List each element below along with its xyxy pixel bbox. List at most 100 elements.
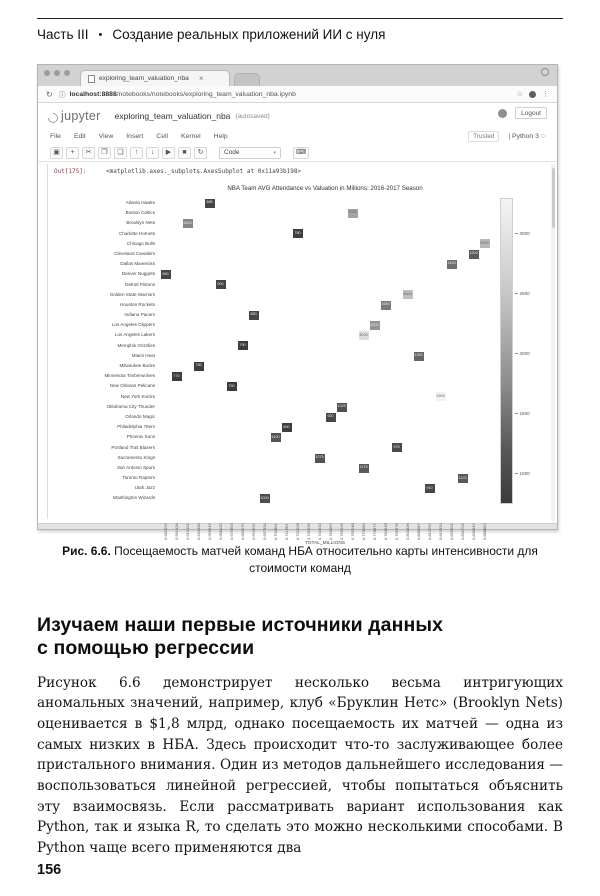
x-tick-label: 0.803436 <box>405 523 410 540</box>
y-tick-label: Oklahoma City Thunder <box>106 403 155 409</box>
y-tick-label: Sacramento Kings <box>117 454 155 460</box>
x-tick-label: 0.808087 <box>416 523 421 540</box>
control-panel-icon[interactable] <box>498 108 508 118</box>
menu-item-kernel[interactable]: Kernel <box>181 133 201 140</box>
copy-cell-icon[interactable]: ❐ <box>98 146 111 159</box>
y-tick-label: Houston Rockets <box>120 301 155 307</box>
autosave-status: (autosaved) <box>235 112 270 120</box>
menu-item-insert[interactable]: Insert <box>126 133 144 140</box>
heatmap-cell: 3000 <box>358 331 369 341</box>
heatmap-cell: 780 <box>292 229 303 239</box>
figure-caption: Рис. 6.6. Посещаемость матчей команд НБА… <box>37 543 563 578</box>
run-cell-icon[interactable]: ▶ <box>162 146 175 159</box>
x-axis-ticks: 0.582029 0.591428 0.612101 0.644400 0.656916… <box>160 506 490 540</box>
y-tick-label: Phoenix Suns <box>126 434 155 440</box>
y-tick-label: San Antonio Spurs <box>116 464 155 470</box>
y-tick-label: Los Angeles Clippers <box>111 322 155 328</box>
command-palette-button[interactable]: ⌨ <box>293 146 310 159</box>
x-tick-label: 0.692632 <box>251 523 256 540</box>
y-tick-label: Detroit Pistons <box>125 281 155 287</box>
move-up-icon[interactable]: ↑ <box>130 146 143 159</box>
y-tick-label: Utah Jazz <box>134 485 155 491</box>
x-tick-label: 0.750362 <box>328 523 333 540</box>
heatmap-cell: 785 <box>193 361 204 371</box>
address-input[interactable]: ⓘ localhost:8888/notebooks/notebooks/exp… <box>58 89 511 100</box>
heatmap-cell: 1175 <box>358 463 369 473</box>
heatmap-cell: 2000 <box>369 321 380 330</box>
y-tick-label: Boston Celtics <box>125 210 155 216</box>
browser-tab[interactable]: exploring_team_valuation_nba × <box>80 70 230 86</box>
y-tick-label: Philadelphia 76ers <box>117 424 155 430</box>
x-tick-label: 0.697934 <box>262 523 267 540</box>
colorbar: 3000 2500 2000 1500 1000 <box>500 198 544 504</box>
figure-caption-text: Посещаемость матчей команд НБА относител… <box>110 544 538 576</box>
x-tick-label: 0.741632 <box>317 523 322 540</box>
tab-close-icon[interactable]: × <box>198 74 204 83</box>
heatmap-cell: 1000 <box>259 494 270 504</box>
output-repr: <matplotlib.axes._subplots.AxesSubplot a… <box>106 168 302 175</box>
x-tick-label: 0.812292 <box>427 523 432 540</box>
heatmap-cell: 1350 <box>413 351 424 361</box>
save-icon[interactable]: ▣ <box>50 146 63 159</box>
window-bottom-edge <box>38 523 557 529</box>
heatmap-cell: 2500 <box>479 239 490 249</box>
notebook-scrollbar[interactable] <box>551 164 555 521</box>
x-tick-label: 0.644400 <box>196 523 201 540</box>
heatmap-cell: 800 <box>281 423 292 432</box>
x-tick-label: 0.762248 <box>350 523 355 540</box>
jupyter-logo[interactable]: jupyter <box>45 109 101 126</box>
menu-item-cell[interactable]: Cell <box>156 133 168 140</box>
add-cell-icon[interactable]: + <box>66 146 79 159</box>
heatmap-cell: 890 <box>160 270 171 279</box>
y-tick-label: Washington Wizards <box>113 495 155 501</box>
new-tab-button[interactable] <box>234 73 260 86</box>
cut-cell-icon[interactable]: ✂ <box>82 146 95 159</box>
restart-kernel-icon[interactable]: ↻ <box>194 146 207 159</box>
y-tick-label: Minnesota Timberwolves <box>104 373 155 379</box>
move-down-icon[interactable]: ↓ <box>146 146 159 159</box>
menu-item-file[interactable]: File <box>50 133 61 140</box>
x-tick-label: 0.675893 <box>229 523 234 540</box>
paste-cell-icon[interactable]: ❏ <box>114 146 127 159</box>
browser-menu-icon[interactable]: ⋮ <box>542 91 549 98</box>
heatmap-cell: 885 <box>204 198 215 208</box>
x-tick-label: 0.703861 <box>273 523 278 540</box>
chevron-down-icon: ▾ <box>273 149 276 156</box>
heatmap-cell: 1450 <box>446 259 457 269</box>
menu-item-edit[interactable]: Edit <box>73 133 86 140</box>
x-tick-label: 0.796376 <box>394 523 399 540</box>
y-tick-label: Memphis Grizzlies <box>117 342 155 348</box>
heatmap-cell: 900 <box>215 280 226 290</box>
x-tick-label: 0.815320 <box>438 523 443 540</box>
jupyter-header: jupyter exploring_team_valuation_nba (au… <box>38 103 557 129</box>
stop-kernel-icon[interactable]: ■ <box>178 146 191 159</box>
section-heading: Изучаем наши первые источники данных с п… <box>37 613 444 659</box>
menu-item-view[interactable]: View <box>98 133 114 140</box>
colorbar-tick-label: 1000 <box>515 471 530 476</box>
keyboard-icon: ⌨ <box>296 148 307 156</box>
heatmap-cell: 2600 <box>402 290 413 300</box>
browser-profile-icon[interactable] <box>541 68 549 76</box>
heatmap-cell: 770 <box>171 372 182 381</box>
jupyter-menubar: File Edit View Insert Cell Kernel Help Trusted… <box>38 129 557 144</box>
y-tick-label: Milwaukee Bucks <box>119 363 156 368</box>
window-controls[interactable] <box>44 65 70 86</box>
logout-button[interactable]: Logout <box>515 107 547 119</box>
page-info-icon[interactable]: ⓘ <box>58 92 66 99</box>
extension-icon[interactable] <box>529 90 536 98</box>
y-tick-label: Los Angeles Lakers <box>114 332 155 338</box>
y-tick-label: Cleveland Cavaliers <box>114 250 155 256</box>
heatmap-cell: 790 <box>237 341 248 351</box>
notebook-title[interactable]: exploring_team_valuation_nba <box>114 111 231 121</box>
page-number: 156 <box>37 862 62 878</box>
reload-icon[interactable]: ↻ <box>46 89 53 99</box>
cell-type-value: Code <box>224 149 240 156</box>
heatmap-figure: NBA Team AVG Attendance vs Valuation in … <box>62 185 548 546</box>
bookmark-star-icon[interactable]: ☆ <box>516 91 523 98</box>
cell-type-dropdown[interactable]: Code ▾ <box>219 146 281 159</box>
output-row: Out[175]: <matplotlib.axes._subplots.Axe… <box>54 168 549 175</box>
cell-left-border <box>47 164 48 519</box>
menu-item-help[interactable]: Help <box>213 133 228 140</box>
heatmap-grid: 885 2200 1800 780 2500 1200 1450 890 900 2600 1650… <box>160 198 490 504</box>
x-tick-label: 0.683270 <box>240 523 245 540</box>
